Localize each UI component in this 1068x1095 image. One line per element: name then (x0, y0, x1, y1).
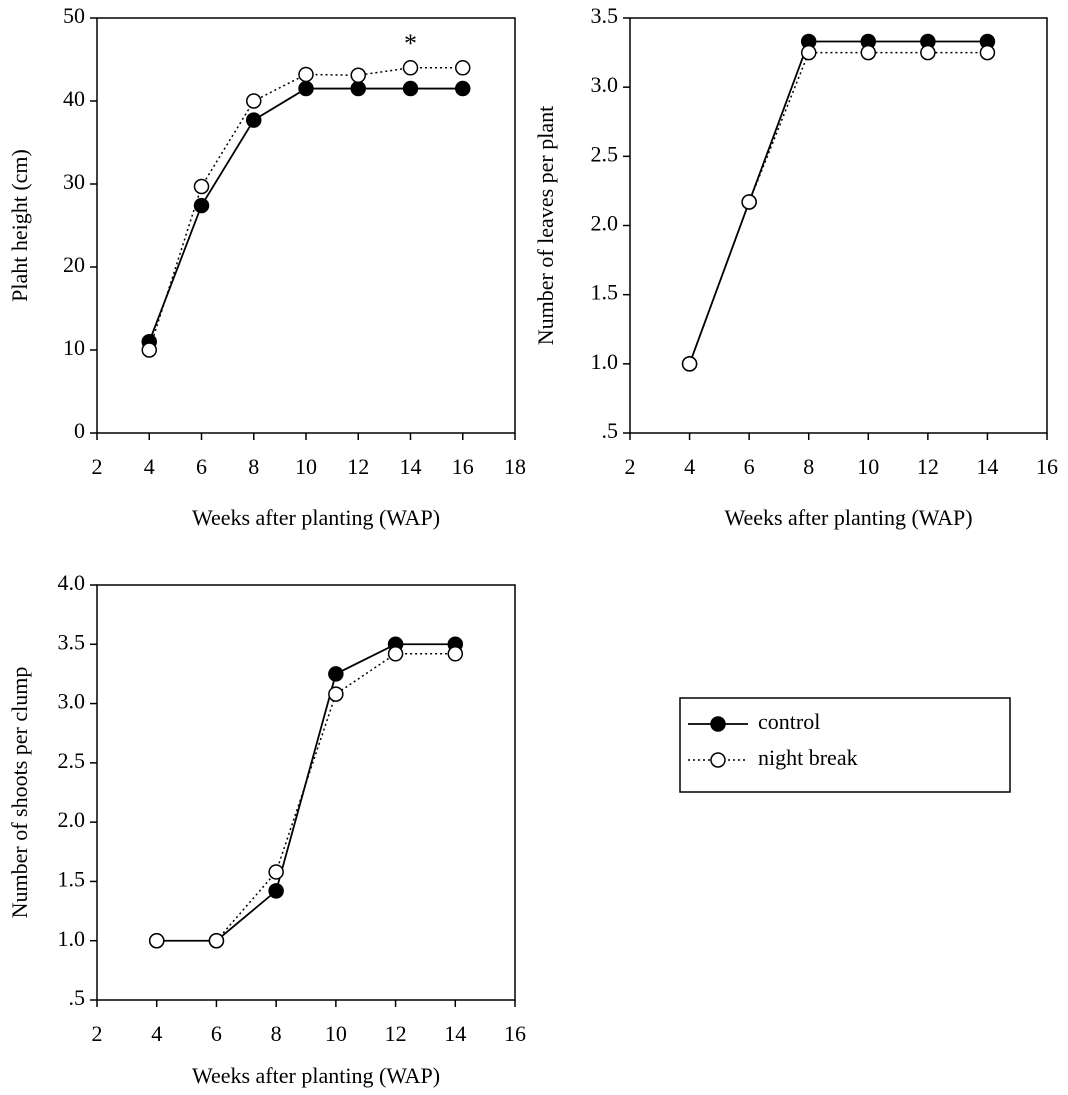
marker (402, 60, 419, 76)
y-tick-label: 10 (63, 335, 85, 360)
x-tick-label: 2 (92, 1021, 103, 1046)
series-line (156, 653, 456, 942)
marker (455, 60, 471, 76)
marker (246, 93, 262, 109)
y-axis-title: Number of shoots per clump (7, 667, 32, 919)
x-tick-label: 12 (917, 454, 939, 479)
y-tick-label: 0 (74, 418, 85, 443)
x-tick-label: 2 (625, 454, 636, 479)
x-tick-label: 14 (976, 454, 998, 479)
y-tick-label: 40 (63, 86, 85, 111)
marker (193, 178, 210, 195)
x-tick-label: 14 (444, 1021, 466, 1046)
marker (681, 356, 698, 372)
series-line (688, 40, 988, 365)
legend-marker (710, 752, 726, 768)
y-tick-label: 20 (63, 252, 85, 277)
x-tick-label: 16 (1036, 454, 1058, 479)
marker (402, 80, 419, 97)
marker (208, 932, 225, 949)
x-tick-label: 12 (385, 1021, 407, 1046)
marker (328, 666, 344, 682)
x-tick-label: 16 (504, 1021, 526, 1046)
x-tick-label: 4 (151, 1021, 162, 1046)
marker (455, 80, 471, 97)
y-tick-label: 3.0 (591, 72, 619, 97)
y-tick-label: 2.5 (591, 141, 619, 166)
y-tick-label: .5 (602, 418, 619, 443)
series-line (156, 643, 456, 942)
y-axis-title: Plaht height (cm) (7, 149, 32, 302)
legend-label: control (758, 709, 820, 734)
x-tick-label: 10 (857, 454, 879, 479)
plot-frame (96, 584, 516, 1001)
legend-marker (710, 716, 726, 732)
marker (920, 44, 936, 61)
marker (141, 342, 157, 358)
marker (328, 686, 344, 702)
x-tick-label: 18 (504, 454, 526, 479)
x-tick-label: 4 (684, 454, 695, 479)
y-tick-label: 3.5 (58, 629, 86, 654)
x-tick-label: 16 (452, 454, 474, 479)
marker (193, 197, 210, 214)
legend-label: night break (758, 745, 858, 770)
y-axis-title: Number of leaves per plant (533, 106, 558, 345)
marker (447, 646, 464, 662)
x-tick-label: 6 (196, 454, 207, 479)
marker (979, 44, 996, 61)
x-axis-title: Weeks after planting (WAP) (724, 505, 972, 530)
marker (350, 67, 366, 84)
x-axis-title: Weeks after planting (WAP) (192, 1063, 440, 1088)
y-tick-label: 1.5 (58, 866, 86, 891)
x-tick-label: 10 (325, 1021, 347, 1046)
x-tick-label: 10 (295, 454, 317, 479)
x-tick-label: 12 (347, 454, 369, 479)
marker (268, 864, 284, 880)
y-tick-label: .5 (69, 985, 86, 1010)
x-axis-title: Weeks after planting (WAP) (192, 505, 440, 530)
marker (298, 80, 314, 97)
x-tick-label: 8 (803, 454, 814, 479)
x-tick-label: 2 (92, 454, 103, 479)
marker (350, 80, 366, 97)
y-tick-label: 1.0 (58, 926, 86, 951)
marker (298, 66, 314, 83)
y-tick-label: 3.0 (58, 689, 86, 714)
legend-box (679, 697, 1011, 793)
y-tick-label: 50 (63, 3, 85, 28)
y-tick-label: 1.0 (591, 349, 619, 374)
y-tick-label: 2.5 (58, 748, 86, 773)
y-tick-label: 2.0 (58, 807, 86, 832)
series-line (688, 51, 988, 365)
marker (148, 932, 165, 949)
y-tick-label: 2.0 (591, 211, 619, 236)
y-tick-label: 3.5 (591, 3, 619, 28)
marker (246, 112, 262, 128)
series-line (148, 87, 463, 343)
marker (387, 646, 404, 662)
x-tick-label: 6 (211, 1021, 222, 1046)
marker (800, 44, 817, 61)
x-tick-label: 14 (400, 454, 422, 479)
x-tick-label: 8 (271, 1021, 282, 1046)
x-tick-label: 6 (744, 454, 755, 479)
y-tick-label: 1.5 (591, 280, 619, 305)
x-tick-label: 8 (248, 454, 259, 479)
y-tick-label: 4.0 (58, 570, 86, 595)
marker (268, 883, 284, 899)
annotation: * (404, 29, 417, 58)
x-tick-label: 4 (144, 454, 155, 479)
y-tick-label: 30 (63, 169, 85, 194)
marker (741, 194, 757, 210)
marker (860, 44, 877, 61)
